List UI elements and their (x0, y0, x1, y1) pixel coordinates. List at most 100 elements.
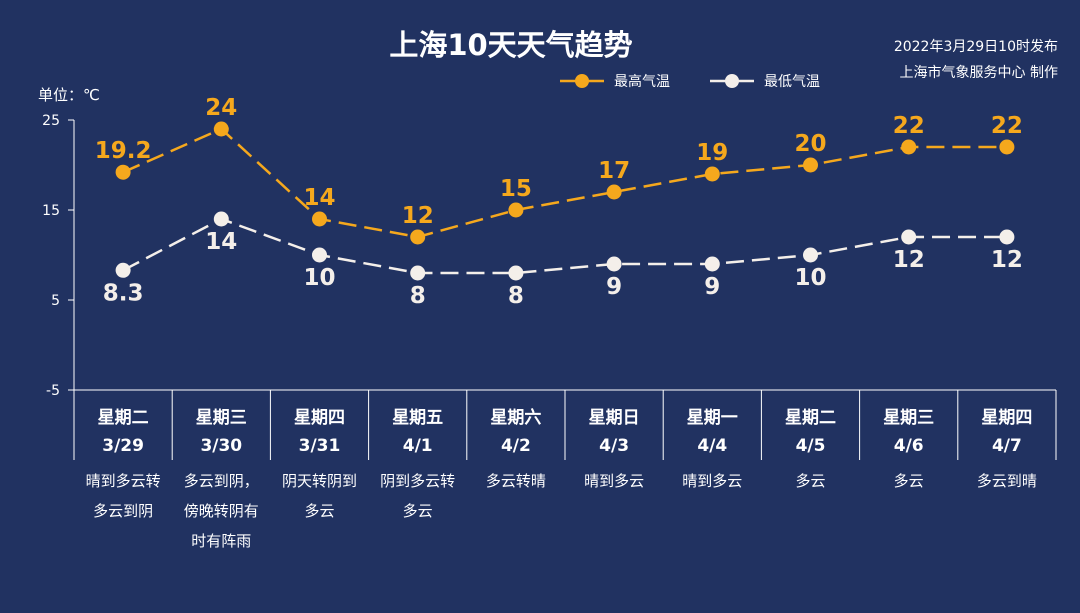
weather-desc-line: 多云到晴 (976, 472, 1037, 490)
data-label-high-0: 19.2 (95, 138, 152, 164)
y-tick-label-0: -5 (46, 383, 60, 399)
y-tick-label-2: 15 (42, 203, 60, 219)
weather-desc-line: 傍晚转阴有 (183, 502, 259, 520)
date-label-4: 4/2 (501, 436, 531, 456)
legend-item-high: 最高气温 (560, 70, 670, 92)
weather-desc-3: 阴到多云转 多云 (369, 466, 467, 526)
point-low-8 (901, 229, 917, 245)
weather-desc-4: 多云转晴 (467, 466, 565, 496)
data-label-high-9: 22 (991, 113, 1023, 139)
series-line-high (122, 127, 1007, 239)
publish-time: 2022年3月29日10时发布 (893, 39, 1058, 55)
data-label-low-0: 8.3 (103, 280, 144, 306)
point-high-1 (213, 121, 229, 137)
weather-desc-line: 多云 (304, 502, 335, 520)
weather-desc-line: 多云到阴 (93, 502, 154, 520)
point-high-9 (999, 139, 1015, 155)
point-high-6 (704, 166, 720, 182)
weather-desc-2: 阴天转阴到 多云 (271, 466, 369, 526)
series-line-low (122, 217, 1007, 275)
point-low-6 (704, 256, 720, 272)
weekday-label-5: 星期日 (589, 408, 640, 428)
weather-desc-7: 多云 (762, 466, 860, 496)
weather-desc-5: 晴到多云 (565, 466, 663, 496)
data-label-high-4: 15 (500, 176, 532, 202)
point-low-9 (999, 229, 1015, 245)
weather-desc-line: 时有阵雨 (191, 532, 252, 550)
y-tick-label-1: 5 (51, 293, 60, 309)
point-low-1 (213, 211, 229, 227)
legend-swatch-low (710, 74, 754, 88)
unit-label: 单位：℃ (38, 86, 100, 104)
weather-desc-8: 多云 (860, 466, 958, 496)
data-label-low-4: 8 (508, 283, 524, 309)
date-label-2: 3/31 (299, 436, 341, 456)
legend-label-low: 最低气温 (764, 74, 820, 90)
point-high-3 (410, 229, 426, 245)
data-label-low-6: 9 (704, 274, 720, 300)
date-label-6: 4/4 (697, 436, 727, 456)
point-low-5 (606, 256, 622, 272)
weekday-label-9: 星期四 (981, 408, 1032, 428)
weather-desc-line: 多云 (402, 502, 433, 520)
data-label-high-6: 19 (696, 140, 728, 166)
data-label-low-2: 10 (303, 265, 335, 291)
point-low-3 (410, 265, 426, 281)
data-label-low-7: 10 (794, 265, 826, 291)
data-label-high-7: 20 (794, 131, 826, 157)
date-label-8: 4/6 (894, 436, 924, 456)
weekday-label-6: 星期一 (687, 408, 738, 428)
legend-swatch-high (560, 74, 604, 88)
data-label-high-2: 14 (303, 185, 335, 211)
weekday-label-8: 星期三 (883, 408, 934, 428)
weather-desc-line: 阴到多云转 (380, 472, 456, 490)
publisher: 上海市气象服务中心 制作 (899, 65, 1058, 81)
date-label-5: 4/3 (599, 436, 629, 456)
weekday-label-7: 星期二 (785, 408, 836, 428)
weekday-label-2: 星期四 (294, 408, 345, 428)
data-label-high-5: 17 (598, 158, 630, 184)
data-label-low-5: 9 (606, 274, 622, 300)
y-tick-label-3: 25 (42, 113, 60, 129)
point-high-7 (803, 157, 818, 173)
date-label-0: 3/29 (102, 436, 144, 456)
date-label-7: 4/5 (796, 436, 826, 456)
date-label-1: 3/30 (200, 436, 242, 456)
weather-desc-line: 晴到多云转 (85, 472, 161, 490)
weekday-label-3: 星期五 (392, 408, 443, 428)
data-label-high-3: 12 (402, 203, 434, 229)
point-low-4 (508, 265, 524, 281)
chart-title: 上海10天天气趋势 (389, 28, 633, 62)
point-low-0 (115, 262, 131, 278)
weather-desc-line: 多云 (893, 472, 924, 490)
weekday-label-4: 星期六 (490, 407, 541, 428)
data-label-low-1: 14 (205, 229, 237, 255)
weather-desc-6: 晴到多云 (663, 466, 761, 496)
data-label-low-8: 12 (893, 247, 925, 273)
weather-desc-line: 晴到多云 (682, 472, 743, 490)
weekday-label-0: 星期二 (98, 408, 149, 428)
legend-label-high: 最高气温 (614, 74, 670, 90)
weather-desc-9: 多云到晴 (958, 466, 1056, 496)
point-high-4 (508, 202, 524, 218)
legend-item-low: 最低气温 (710, 70, 820, 92)
point-high-0 (115, 164, 131, 180)
data-label-high-8: 22 (893, 113, 925, 139)
weather-desc-line: 多云转晴 (485, 472, 546, 490)
point-high-5 (606, 184, 622, 200)
date-label-9: 4/7 (992, 436, 1022, 456)
point-low-7 (803, 247, 818, 263)
data-label-low-3: 8 (410, 283, 426, 309)
weekday-label-1: 星期三 (196, 408, 247, 428)
weather-desc-line: 阴天转阴到 (281, 472, 357, 490)
data-label-low-9: 12 (991, 247, 1023, 273)
date-label-3: 4/1 (403, 436, 433, 456)
weather-desc-line: 多云 (795, 472, 826, 490)
point-high-2 (312, 211, 327, 227)
point-high-8 (901, 139, 917, 155)
weather-desc-line: 多云到阴， (183, 472, 259, 490)
weather-desc-0: 晴到多云转 多云到阴 (74, 466, 172, 526)
data-label-high-1: 24 (205, 95, 237, 121)
publish-info: 2022年3月29日10时发布 上海市气象服务中心 制作 (894, 34, 1058, 86)
